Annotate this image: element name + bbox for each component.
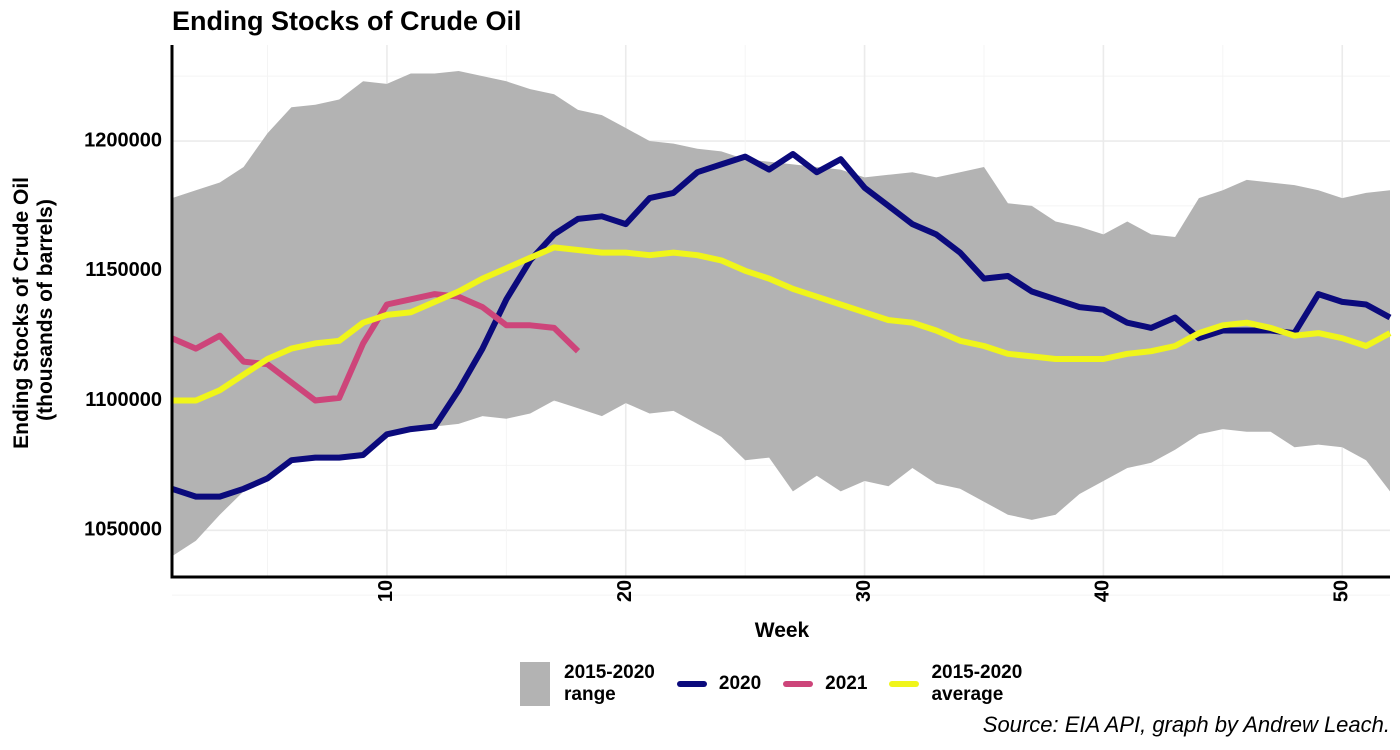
x-tick-label: 50 (1330, 580, 1352, 602)
legend: 2015-2020 range 2020 2021 2015-2020 aver… (520, 662, 1044, 706)
y-axis-title: Ending Stocks of Crude Oil (thousands of… (10, 171, 57, 449)
x-tick-label: 10 (375, 580, 397, 602)
chart-caption: Source: EIA API, graph by Andrew Leach. (982, 712, 1390, 737)
y-tick-label: 1050000 (84, 519, 162, 541)
legend-label-average: 2015-2020 average (931, 662, 1023, 705)
legend-key-range (520, 662, 550, 706)
series-line-2020 (171, 151, 1392, 500)
range-layer (172, 71, 1390, 557)
legend-key-2020 (676, 681, 707, 687)
legend-key-2021 (783, 681, 814, 687)
series-layer (170, 151, 1392, 500)
legend-item-2020: 2020 (676, 673, 762, 695)
x-tick-label: 20 (614, 580, 636, 602)
legend-label-2021: 2021 (825, 673, 868, 694)
y-tick-label: 1200000 (84, 129, 162, 151)
y-axis-title-line-2: (thousands of barrels) (34, 199, 57, 421)
range-ribbon (172, 71, 1390, 557)
y-tick-label: 1150000 (85, 259, 162, 281)
axis-layer: 1050000 1100000 1150000 1200000 10 20 30 40 50 (84, 45, 1390, 602)
legend-key-average (889, 681, 920, 687)
legend-label-2020: 2020 (718, 673, 762, 694)
legend-item-2021: 2021 (783, 673, 867, 695)
y-axis-title-line-1: Ending Stocks of Crude Oil (10, 177, 33, 449)
legend-label-range: 2015-2020 range (564, 662, 655, 705)
x-tick-label: 30 (853, 580, 875, 602)
series-line-2021 (170, 291, 581, 404)
chart-title: Ending Stocks of Crude Oil (172, 6, 522, 36)
series-line-2015-2020-average (172, 244, 1392, 404)
y-tick-label: 1100000 (85, 389, 162, 411)
legend-item-range: 2015-2020 range (520, 662, 655, 706)
x-tick-label: 40 (1092, 580, 1114, 602)
x-axis-title: Week (755, 619, 810, 642)
legend-item-average: 2015-2020 average (889, 662, 1022, 706)
